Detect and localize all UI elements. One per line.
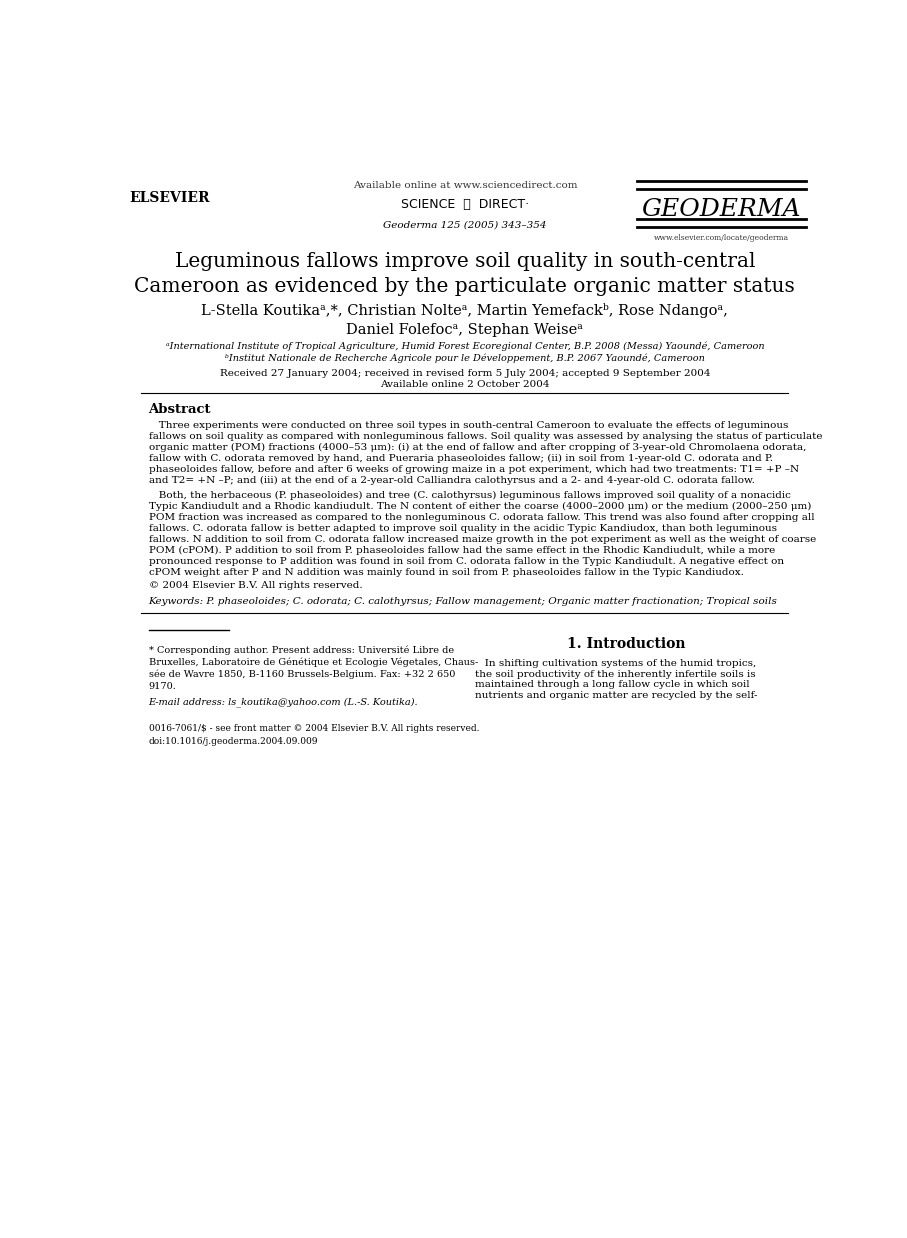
Text: L-Stella Koutikaᵃ,*, Christian Nolteᵃ, Martin Yemefackᵇ, Rose Ndangoᵃ,
Daniel Fo: L-Stella Koutikaᵃ,*, Christian Nolteᵃ, M… [201, 303, 728, 338]
Text: Geoderma 125 (2005) 343–354: Geoderma 125 (2005) 343–354 [383, 222, 547, 230]
Text: Both, the herbaceous (P. phaseoloides) and tree (C. calothyrsus) leguminous fall: Both, the herbaceous (P. phaseoloides) a… [149, 490, 790, 500]
Text: Bruxelles, Laboratoire de Génétique et Ecologie Végetales, Chaus-: Bruxelles, Laboratoire de Génétique et E… [149, 657, 478, 667]
Text: nutrients and organic matter are recycled by the self-: nutrients and organic matter are recycle… [475, 692, 758, 701]
Text: ELSEVIER: ELSEVIER [130, 192, 210, 206]
Text: POM (cPOM). P addition to soil from P. phaseoloides fallow had the same effect i: POM (cPOM). P addition to soil from P. p… [149, 546, 775, 555]
Text: maintained through a long fallow cycle in which soil: maintained through a long fallow cycle i… [475, 681, 750, 690]
Text: the soil productivity of the inherently infertile soils is: the soil productivity of the inherently … [475, 670, 756, 678]
Text: cPOM weight after P and N addition was mainly found in soil from P. phaseoloides: cPOM weight after P and N addition was m… [149, 567, 744, 577]
Text: fallows on soil quality as compared with nonleguminous fallows. Soil quality was: fallows on soil quality as compared with… [149, 432, 822, 441]
Text: * Corresponding author. Present address: Université Libre de: * Corresponding author. Present address:… [149, 645, 454, 655]
Text: Received 27 January 2004; received in revised form 5 July 2004; accepted 9 Septe: Received 27 January 2004; received in re… [219, 369, 710, 378]
Text: POM fraction was increased as compared to the nonleguminous C. odorata fallow. T: POM fraction was increased as compared t… [149, 513, 814, 521]
Text: ᵇInstitut Nationale de Recherche Agricole pour le Développement, B.P. 2067 Yaoun: ᵇInstitut Nationale de Recherche Agricol… [225, 354, 705, 363]
Text: pronounced response to P addition was found in soil from C. odorata fallow in th: pronounced response to P addition was fo… [149, 557, 784, 566]
Text: fallow with C. odorata removed by hand, and Pueraria phaseoloides fallow; (ii) i: fallow with C. odorata removed by hand, … [149, 454, 773, 463]
Text: 1. Introduction: 1. Introduction [567, 636, 686, 651]
Text: www.elsevier.com/locate/geoderma: www.elsevier.com/locate/geoderma [654, 234, 789, 243]
Text: Abstract: Abstract [149, 404, 211, 416]
Text: phaseoloides fallow, before and after 6 weeks of growing maize in a pot experime: phaseoloides fallow, before and after 6 … [149, 465, 799, 474]
Text: and T2= +N –P; and (iii) at the end of a 2-year-old Calliandra calothyrsus and a: and T2= +N –P; and (iii) at the end of a… [149, 475, 755, 485]
Text: Three experiments were conducted on three soil types in south-central Cameroon t: Three experiments were conducted on thre… [149, 421, 788, 430]
Text: Available online 2 October 2004: Available online 2 October 2004 [380, 380, 550, 389]
Text: Typic Kandiudult and a Rhodic kandiudult. The N content of either the coarse (40: Typic Kandiudult and a Rhodic kandiudult… [149, 501, 811, 511]
Text: SCIENCE  ⓓ  DIRECT·: SCIENCE ⓓ DIRECT· [401, 198, 529, 212]
Text: sée de Wavre 1850, B-1160 Brussels-Belgium. Fax: +32 2 650: sée de Wavre 1850, B-1160 Brussels-Belgi… [149, 670, 455, 680]
Text: fallows. C. odorata fallow is better adapted to improve soil quality in the acid: fallows. C. odorata fallow is better ada… [149, 524, 776, 532]
Text: Leguminous fallows improve soil quality in south-central
Cameroon as evidenced b: Leguminous fallows improve soil quality … [134, 251, 795, 296]
Text: fallows. N addition to soil from C. odorata fallow increased maize growth in the: fallows. N addition to soil from C. odor… [149, 535, 815, 543]
Text: GEODERMA: GEODERMA [641, 198, 801, 222]
Text: 9170.: 9170. [149, 682, 176, 691]
Text: Keywords: P. phaseoloides; C. odorata; C. calothyrsus; Fallow management; Organi: Keywords: P. phaseoloides; C. odorata; C… [149, 597, 777, 605]
Text: organic matter (POM) fractions (4000–53 μm): (i) at the end of fallow and after : organic matter (POM) fractions (4000–53 … [149, 443, 806, 452]
Text: 0016-7061/$ - see front matter © 2004 Elsevier B.V. All rights reserved.: 0016-7061/$ - see front matter © 2004 El… [149, 724, 479, 733]
Text: doi:10.1016/j.geoderma.2004.09.009: doi:10.1016/j.geoderma.2004.09.009 [149, 737, 318, 745]
Text: In shifting cultivation systems of the humid tropics,: In shifting cultivation systems of the h… [475, 659, 756, 667]
Text: ᵃInternational Institute of Tropical Agriculture, Humid Forest Ecoregional Cente: ᵃInternational Institute of Tropical Agr… [165, 342, 765, 350]
Text: Available online at www.sciencedirect.com: Available online at www.sciencedirect.co… [353, 181, 577, 189]
Text: E-mail address: ls_koutika@yahoo.com (L.-S. Koutika).: E-mail address: ls_koutika@yahoo.com (L.… [149, 698, 418, 707]
Text: © 2004 Elsevier B.V. All rights reserved.: © 2004 Elsevier B.V. All rights reserved… [149, 582, 362, 591]
